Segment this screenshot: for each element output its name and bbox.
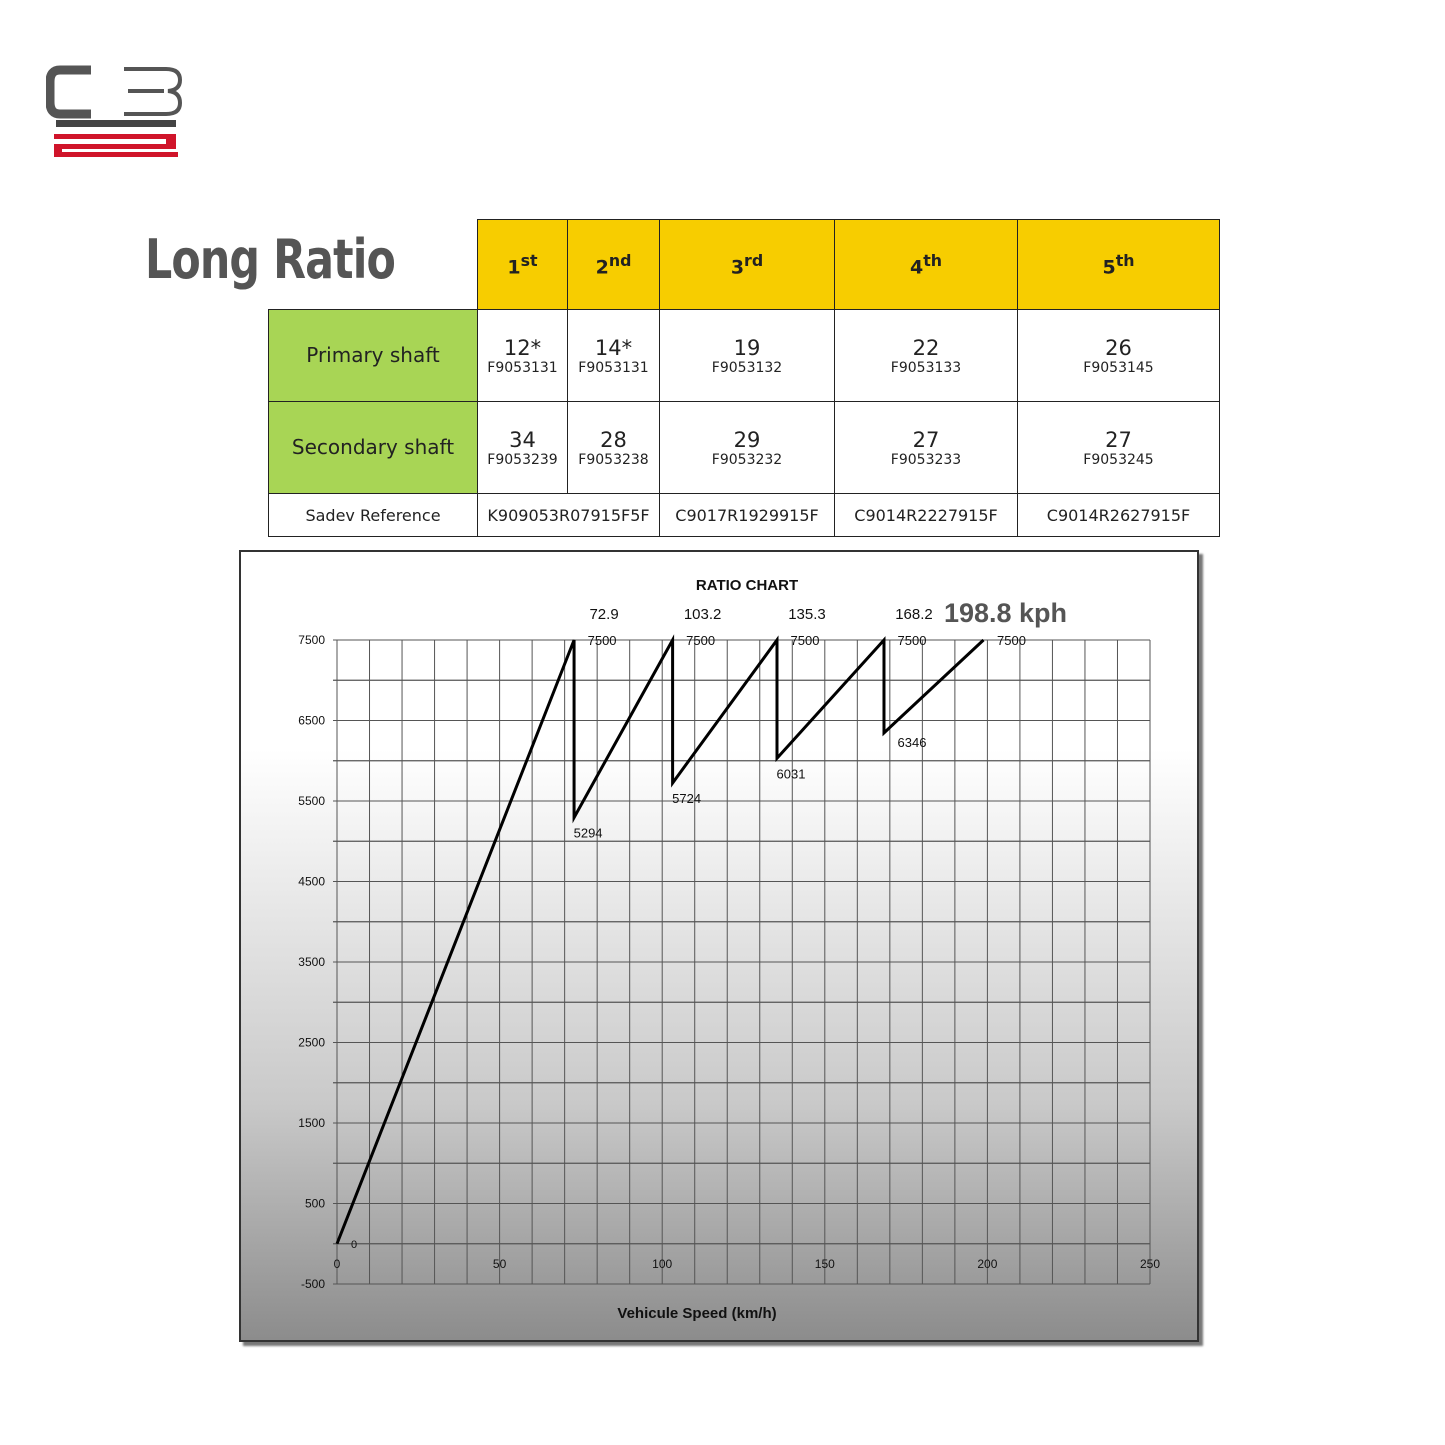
gear-cell: 19 F9053132 bbox=[659, 309, 835, 402]
x-tick-label: 200 bbox=[977, 1257, 997, 1271]
part-ref: F9053132 bbox=[711, 359, 783, 376]
part-ref: F9053145 bbox=[1083, 359, 1154, 376]
teeth-count: 22 bbox=[912, 335, 940, 360]
ratio-line bbox=[335, 634, 985, 1245]
part-ref: F9053131 bbox=[487, 359, 558, 376]
y-tick-label: 3500 bbox=[298, 955, 325, 969]
shift-speed-label: 103.2 bbox=[684, 606, 722, 623]
rpm-label: 7500 bbox=[686, 633, 715, 648]
sadev-ref: C9014R2627915F bbox=[1017, 493, 1220, 537]
teeth-count: 27 bbox=[912, 427, 940, 452]
rpm-label: 7500 bbox=[898, 633, 927, 648]
c3-rally2-logo bbox=[46, 65, 183, 157]
x-axis-label: Vehicule Speed (km/h) bbox=[617, 1305, 776, 1322]
sadev-ref: C9014R2227915F bbox=[834, 493, 1018, 537]
x-tick-label: 250 bbox=[1140, 1257, 1160, 1271]
page-title: Long Ratio bbox=[145, 228, 396, 291]
teeth-count: 14* bbox=[594, 335, 633, 360]
rpm-label: 7500 bbox=[791, 633, 820, 648]
x-tick-label: 50 bbox=[493, 1257, 507, 1271]
row-label-secondary: Secondary shaft bbox=[268, 401, 478, 494]
gear-cell: 22 F9053133 bbox=[834, 309, 1018, 402]
y-tick-label: 7500 bbox=[298, 633, 325, 647]
teeth-count: 29 bbox=[733, 427, 761, 452]
teeth-count: 12* bbox=[503, 335, 542, 360]
drop-rpm-label: 5294 bbox=[574, 826, 603, 841]
ratio-chart-svg: RATIO CHART Vehicule Speed (km/h) 0 50 100… bbox=[298, 577, 1160, 1322]
part-ref: F9053233 bbox=[890, 451, 962, 468]
gear-cell: 27 F9053233 bbox=[834, 401, 1018, 494]
gear-cell: 28 F9053238 bbox=[567, 401, 660, 494]
teeth-count: 28 bbox=[600, 427, 627, 452]
rpm-label: 7500 bbox=[588, 633, 617, 648]
gear-ratio-table: 1st 2nd 3rd 4th 5th Primary shaft 12* F905… bbox=[268, 219, 1220, 537]
gear-cell: 14* F9053131 bbox=[567, 309, 660, 402]
teeth-count: 19 bbox=[733, 335, 761, 360]
sadev-ref: K909053R07915F5F bbox=[477, 493, 660, 537]
drop-rpm-label: 6346 bbox=[898, 735, 927, 750]
gear-header: 1st bbox=[477, 219, 568, 310]
gear-header: 5th bbox=[1017, 219, 1220, 310]
part-ref: F9053245 bbox=[1083, 451, 1154, 468]
y-tick-label: 2500 bbox=[298, 1036, 325, 1050]
gear-header: 2nd bbox=[567, 219, 660, 310]
empty-cell bbox=[269, 220, 478, 310]
gear-cell: 34 F9053239 bbox=[477, 401, 568, 494]
sadev-label: Sadev Reference bbox=[268, 493, 478, 537]
top-speed-label: 198.8 kph bbox=[944, 598, 1067, 628]
gear-header: 3rd bbox=[659, 219, 835, 310]
shift-speed-label: 168.2 bbox=[895, 606, 933, 623]
y-tick-label: 1500 bbox=[298, 1116, 325, 1130]
y-tick-label: -500 bbox=[301, 1277, 325, 1291]
part-ref: F9053238 bbox=[578, 451, 649, 468]
part-ref: F9053131 bbox=[578, 359, 649, 376]
teeth-count: 34 bbox=[509, 427, 536, 452]
teeth-count: 26 bbox=[1105, 335, 1132, 360]
origin-label: 0 bbox=[351, 1239, 357, 1251]
teeth-count: 27 bbox=[1105, 427, 1132, 452]
row-label-primary: Primary shaft bbox=[268, 309, 478, 402]
shift-speed-label: 135.3 bbox=[788, 606, 826, 623]
drop-rpm-label: 6031 bbox=[777, 766, 806, 781]
y-tick-label: 500 bbox=[305, 1197, 325, 1211]
gear-cell: 29 F9053232 bbox=[659, 401, 835, 494]
gear-cell: 26 F9053145 bbox=[1017, 309, 1220, 402]
part-ref: F9053232 bbox=[711, 451, 783, 468]
gear-cell: 12* F9053131 bbox=[477, 309, 568, 402]
chart-title: RATIO CHART bbox=[696, 577, 798, 594]
rpm-label: 7500 bbox=[997, 633, 1026, 648]
gear-cell: 27 F9053245 bbox=[1017, 401, 1220, 494]
part-ref: F9053133 bbox=[890, 359, 962, 376]
shift-speed-label: 72.9 bbox=[589, 606, 618, 623]
part-ref: F9053239 bbox=[487, 451, 558, 468]
x-tick-label: 0 bbox=[334, 1257, 341, 1271]
drop-rpm-label: 5724 bbox=[672, 791, 701, 806]
x-tick-label: 150 bbox=[815, 1257, 835, 1271]
y-tick-label: 5500 bbox=[298, 794, 325, 808]
x-tick-label: 100 bbox=[652, 1257, 672, 1271]
gear-header: 4th bbox=[834, 219, 1018, 310]
y-tick-label: 4500 bbox=[298, 875, 325, 889]
y-tick-label: 6500 bbox=[298, 714, 325, 728]
ratio-chart: RATIO CHART Vehicule Speed (km/h) 0 50 100… bbox=[239, 550, 1199, 1342]
sadev-ref: C9017R1929915F bbox=[659, 493, 835, 537]
